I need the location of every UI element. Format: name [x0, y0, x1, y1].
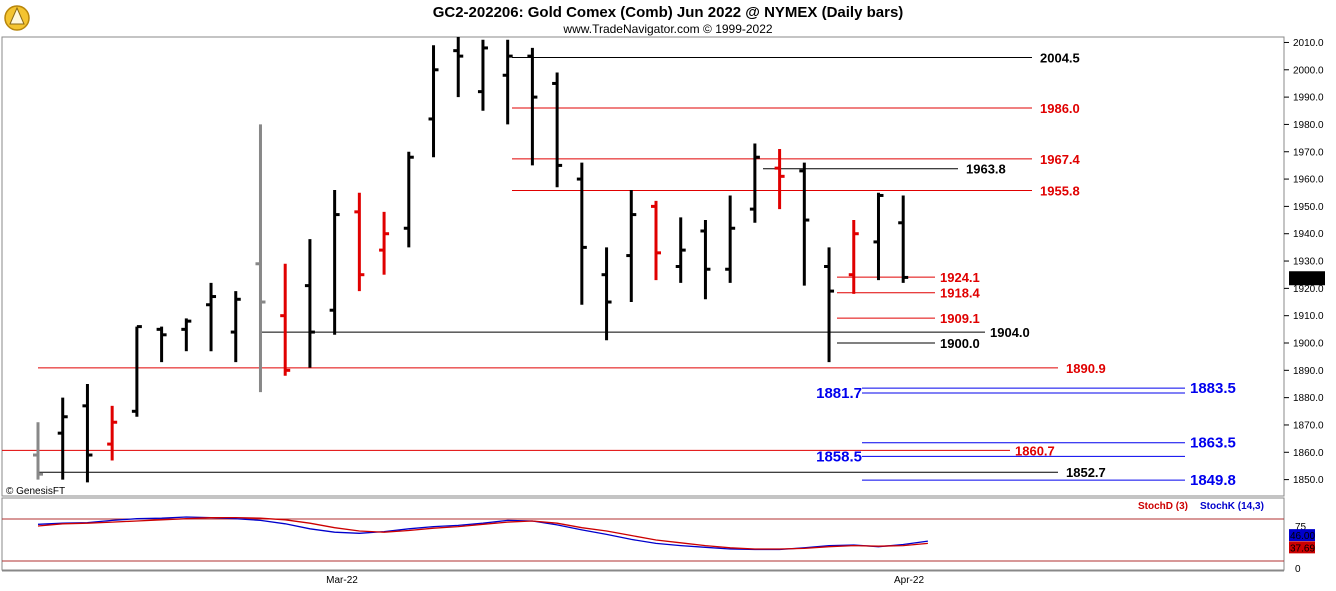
level-label: 1900.0	[940, 336, 980, 351]
level-label: 1955.8	[1040, 184, 1080, 199]
legend-stochk: StochK (14,3)	[1200, 501, 1264, 512]
indicator-panel	[1, 497, 1285, 571]
watermark: © GenesisFT	[6, 486, 65, 497]
stochd-value-label: 37.69	[1290, 543, 1315, 554]
level-label: 1963.8	[966, 162, 1006, 177]
price-tick-label: 1920.0	[1293, 284, 1324, 295]
level-label: 1918.4	[940, 286, 981, 301]
chart-subtitle: www.TradeNavigator.com © 1999-2022	[562, 22, 772, 36]
date-label-mar: Mar-22	[326, 575, 358, 586]
legend-stochd: StochD (3)	[1138, 501, 1188, 512]
level-label: 1881.7	[816, 385, 862, 402]
price-tick-label: 2010.0	[1293, 38, 1324, 49]
level-label: 1883.5	[1190, 380, 1236, 397]
price-tick-label: 1900.0	[1293, 339, 1324, 350]
price-tick-label: 1860.0	[1293, 448, 1324, 459]
price-tick-label: 1970.0	[1293, 147, 1324, 158]
last-price-box	[1289, 271, 1325, 286]
level-label: 2004.5	[1040, 50, 1080, 65]
price-tick-label: 1990.0	[1293, 93, 1324, 104]
price-tick-label: 2000.0	[1293, 65, 1324, 76]
price-tick-label: 1950.0	[1293, 202, 1324, 213]
stochk-value-box	[1289, 529, 1315, 542]
price-tick-label: 1870.0	[1293, 420, 1324, 431]
price-tick-label: 1890.0	[1293, 366, 1324, 377]
level-label: 1858.5	[816, 448, 862, 465]
stochk-line	[37, 516, 928, 551]
price-tick-label: 1910.0	[1293, 311, 1324, 322]
level-label: 1904.0	[990, 325, 1030, 340]
level-label: 1863.5	[1190, 435, 1236, 452]
stochd-value-box	[1289, 541, 1315, 554]
level-label: 1852.7	[1066, 465, 1106, 480]
price-panel	[1, 36, 1285, 497]
level-label: 1967.4	[1040, 152, 1081, 167]
date-label-apr: Apr-22	[894, 575, 924, 586]
price-tick-label: 1940.0	[1293, 229, 1324, 240]
price-tick-label: 1930.0	[1293, 257, 1324, 268]
level-label: 1909.1	[940, 311, 980, 326]
chart-title: GC2-202206: Gold Comex (Comb) Jun 2022 @…	[433, 4, 904, 21]
level-label: 1890.9	[1066, 361, 1106, 376]
stochd-line	[37, 516, 928, 550]
level-label: 1860.7	[1015, 443, 1055, 458]
last-price-label: 1923.7	[1291, 274, 1322, 285]
level-label: 1924.1	[940, 270, 980, 285]
logo-icon	[4, 5, 30, 31]
level-label: 1849.8	[1190, 472, 1236, 489]
price-tick-label: 1980.0	[1293, 120, 1324, 131]
indicator-tick-label: 0	[1295, 564, 1301, 575]
price-tick-label: 1850.0	[1293, 475, 1324, 486]
price-tick-label: 1880.0	[1293, 393, 1324, 404]
level-label: 1986.0	[1040, 101, 1080, 116]
indicator-tick-label: 75	[1295, 522, 1307, 533]
price-tick-label: 1960.0	[1293, 175, 1324, 186]
stochk-value-label: 46.00	[1290, 531, 1315, 542]
